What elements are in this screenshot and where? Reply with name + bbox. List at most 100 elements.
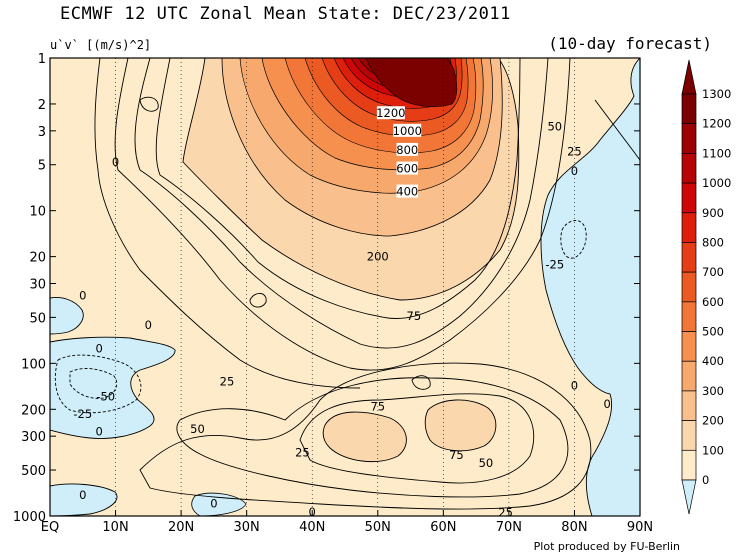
- contour-label-bg: [95, 342, 104, 355]
- y-tick-label: 10: [29, 205, 46, 220]
- field-800-band: [333, 58, 457, 109]
- contour-label: -25: [545, 257, 564, 271]
- field-100-band: [182, 58, 520, 301]
- y-tick-label: 30: [29, 278, 46, 293]
- x-tick-label: 50N: [365, 520, 391, 535]
- contour-50: [134, 58, 549, 349]
- contour-label-bg: [367, 250, 389, 263]
- y-tick-label: 3: [38, 125, 46, 140]
- colorbar-tick-label: 400: [702, 354, 724, 368]
- contour-25-low: [139, 362, 592, 510]
- field-negative-right: [540, 58, 640, 516]
- contour-label: 0: [571, 379, 578, 393]
- field-900-band: [342, 58, 453, 99]
- contour-75: [155, 58, 521, 319]
- colorbar-bottom-arrow: [681, 479, 697, 515]
- x-tick-label: 20N: [168, 520, 194, 535]
- contour-label: 0: [604, 397, 611, 411]
- contour-label: 400: [396, 185, 418, 199]
- contour-label: 1000: [393, 124, 422, 138]
- field-100-lobe-right: [424, 399, 497, 452]
- field-negative-left-mid: [50, 336, 176, 439]
- contour-label-bg: [190, 422, 205, 435]
- field-500-band: [284, 58, 477, 154]
- contour-label-bg: [396, 161, 419, 175]
- contour-label-bg: [370, 400, 385, 413]
- colorbar-tick-label: 800: [702, 235, 724, 249]
- x-axis: EQ 10N 20N 30N 40N 50N 60N 70N 80N 90N: [41, 510, 653, 535]
- contour-label-bg: [396, 142, 419, 156]
- contour-label: 800: [396, 143, 418, 157]
- contour-neg-50-left: [69, 368, 118, 399]
- field-700-band: [321, 58, 463, 122]
- y-tick-label: 5: [38, 159, 46, 174]
- field-negative-left-upper: [50, 297, 84, 335]
- contour-label-bg: [308, 505, 317, 518]
- contour-label: 25: [295, 446, 310, 460]
- contour-label: 50: [479, 456, 494, 470]
- contour-label: 75: [407, 309, 422, 323]
- colorbar-swatch-500-600: [681, 301, 697, 332]
- contour-label-bg: [95, 425, 104, 438]
- colorbar-tick-label: 1100: [702, 146, 731, 160]
- contour-label: 0: [145, 318, 152, 332]
- contour-loop-mid: [411, 375, 431, 390]
- field-400-band: [261, 58, 484, 171]
- contour-label-bg: [220, 375, 235, 388]
- colorbar-tick-label: 100: [702, 443, 724, 457]
- colorbar-tick-label: 300: [702, 384, 724, 398]
- colorbar-swatch-400-500: [681, 331, 697, 362]
- field-0-band: [50, 58, 640, 516]
- x-tick-label: 70N: [496, 520, 522, 535]
- field-negative-left-low: [50, 483, 118, 516]
- contour-label-bg: [570, 164, 579, 177]
- contour-label-bg: [449, 448, 464, 461]
- field-100-lobe-left: [322, 411, 407, 462]
- x-tick-label: EQ: [41, 520, 59, 535]
- field-200-band: [221, 58, 503, 237]
- contour-label-bg: [111, 155, 120, 168]
- contour-50-low: [176, 377, 569, 498]
- contour-75-low: [299, 393, 535, 484]
- contour-labels: 1200 1000 800 600 400 200 75 75 75 50 50 50 25 25 25 25…: [73, 106, 612, 520]
- contour-0-upper: [94, 58, 361, 389]
- y-tick-label: 200: [21, 403, 46, 418]
- colorbar-swatch-1200-1300: [681, 93, 697, 125]
- filled-contours: [50, 58, 640, 516]
- contour-label-bg: [295, 446, 310, 459]
- y-tick-label: 50: [29, 311, 46, 326]
- contour-label: 50: [547, 119, 562, 133]
- contour-lines: [94, 58, 640, 510]
- y-tick-label: 500: [21, 464, 46, 479]
- colorbar-swatch-0-100: [681, 449, 697, 481]
- colorbar-swatch-700-800: [681, 242, 697, 273]
- contour-label: 600: [396, 162, 418, 176]
- contour-label: 50: [190, 422, 205, 436]
- contour-label: 0: [96, 425, 103, 439]
- colorbar-swatch-800-900: [681, 212, 697, 243]
- colorbar-tick-label: 900: [702, 206, 724, 220]
- colorbar-swatch-600-700: [681, 271, 697, 303]
- contour-label: 1200: [376, 106, 405, 120]
- plot-frame: [49, 57, 641, 517]
- contour-label-bg: [603, 397, 612, 410]
- contour-label: 25: [498, 506, 513, 520]
- contour-label: 25: [220, 375, 235, 389]
- contour-label-bg: [570, 379, 579, 392]
- contour-label-bg: [478, 456, 493, 469]
- x-tick-label: 60N: [430, 520, 456, 535]
- contour-label: 0: [210, 497, 217, 511]
- colorbar-tick-label: 1000: [702, 176, 731, 190]
- x-tick-label: 10N: [102, 520, 128, 535]
- colorbar-tick-label: 700: [702, 265, 724, 279]
- forecast-label: (10-day forecast): [548, 34, 712, 53]
- colorbar-tick-label: 200: [702, 414, 724, 428]
- y-tick-label: 2: [38, 98, 46, 113]
- contour-label-bg: [544, 257, 566, 270]
- colorbar-tick-label: 1200: [702, 117, 731, 131]
- contour-label-bg: [406, 309, 421, 322]
- contour-0-small: [139, 96, 159, 112]
- contour-label: 75: [449, 448, 464, 462]
